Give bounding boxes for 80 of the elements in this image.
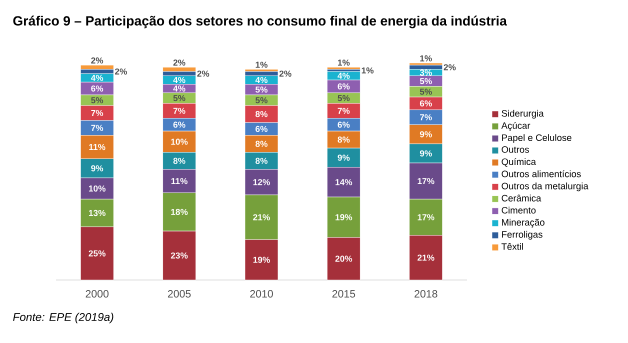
data-label: 6% [338,122,350,128]
data-label: 7% [173,108,186,114]
legend-label: Cimento [502,206,536,214]
x-tick-label: 2015 [332,290,356,298]
data-label: 9% [91,165,104,172]
legend-label: Mineração [502,218,544,228]
x-tick-label: 2010 [250,290,273,298]
bar [409,62,443,66]
data-label: 8% [173,158,186,164]
data-label: 4% [90,74,104,81]
legend-label: Ferroligas [502,230,542,240]
x-tick-label: 2018 [414,290,438,298]
data-label: 6% [420,100,432,106]
data-label: 8% [256,140,268,147]
data-label: 5% [256,86,268,93]
data-label: 11% [171,178,188,184]
data-label: 8% [256,158,268,164]
chart-title: Gráfico 9 – Participação dos setores no consumo final de energia da indústria [13,16,507,28]
data-label: 6% [256,126,268,132]
data-label: 13% [88,210,106,216]
data-label: 7% [91,124,104,131]
data-label: 2% [444,64,456,70]
data-label: 6% [338,83,350,90]
data-label: 4% [255,76,268,84]
data-label: 1% [362,67,374,74]
legend-label: Têxtil [501,243,523,250]
data-label: 11% [89,144,106,150]
data-label: 17% [418,214,434,220]
data-label: 19% [336,214,352,220]
data-label: 5% [338,95,350,102]
data-label: 5% [256,97,268,104]
data-label: 1% [420,55,432,62]
legend-label: Cerâmica [502,194,542,202]
legend-label: Outros da metalurgia [502,182,588,192]
data-label: 21% [418,254,434,261]
data-label: 23% [170,252,188,259]
data-label: 4% [173,85,186,92]
source-note: Fonte: EPE (2019a) [13,312,114,324]
legend-label: Química [502,158,536,167]
data-label: 5% [91,97,104,104]
data-label: 2% [173,60,186,66]
legend-label: Outros [502,146,529,153]
x-tick-label: 2000 [86,290,109,298]
legend-label: Papel e Celulose [502,134,572,143]
data-label: 2% [91,57,104,64]
data-label: 7% [338,108,350,114]
legend-label: Outros alimentícios [502,170,581,178]
data-label: 25% [88,250,106,256]
data-label: 4% [338,72,350,79]
data-label: 9% [420,131,432,138]
data-label: 5% [420,88,432,95]
data-label: 6% [173,122,186,128]
data-label: 9% [338,154,350,161]
legend-label: Siderurgia [502,110,544,119]
data-label: 17% [418,178,434,184]
data-label: 18% [171,208,188,215]
x-tick-label: 2005 [168,290,191,298]
data-label: 20% [335,256,352,262]
data-label: 7% [91,110,104,116]
data-label: 2% [197,70,210,77]
data-label: 19% [253,256,270,263]
data-label: 8% [256,110,268,118]
data-label: 1% [256,62,268,68]
data-label: 12% [253,179,270,186]
legend-label: Açúcar [501,122,530,131]
data-label: 21% [253,214,270,220]
data-label: 14% [336,179,352,186]
data-label: 9% [420,150,432,156]
data-label: 3% [420,70,432,76]
data-label: 6% [91,85,104,92]
data-label: 7% [420,114,432,120]
data-label: 8% [338,136,350,143]
data-label: 10% [88,185,106,192]
data-label: 10% [171,138,188,145]
data-label: 2% [114,68,127,75]
data-label: 1% [338,60,350,66]
data-label: 2% [279,70,292,77]
data-label: 5% [173,95,186,102]
data-label: 4% [173,76,186,84]
data-label: 5% [420,78,432,84]
